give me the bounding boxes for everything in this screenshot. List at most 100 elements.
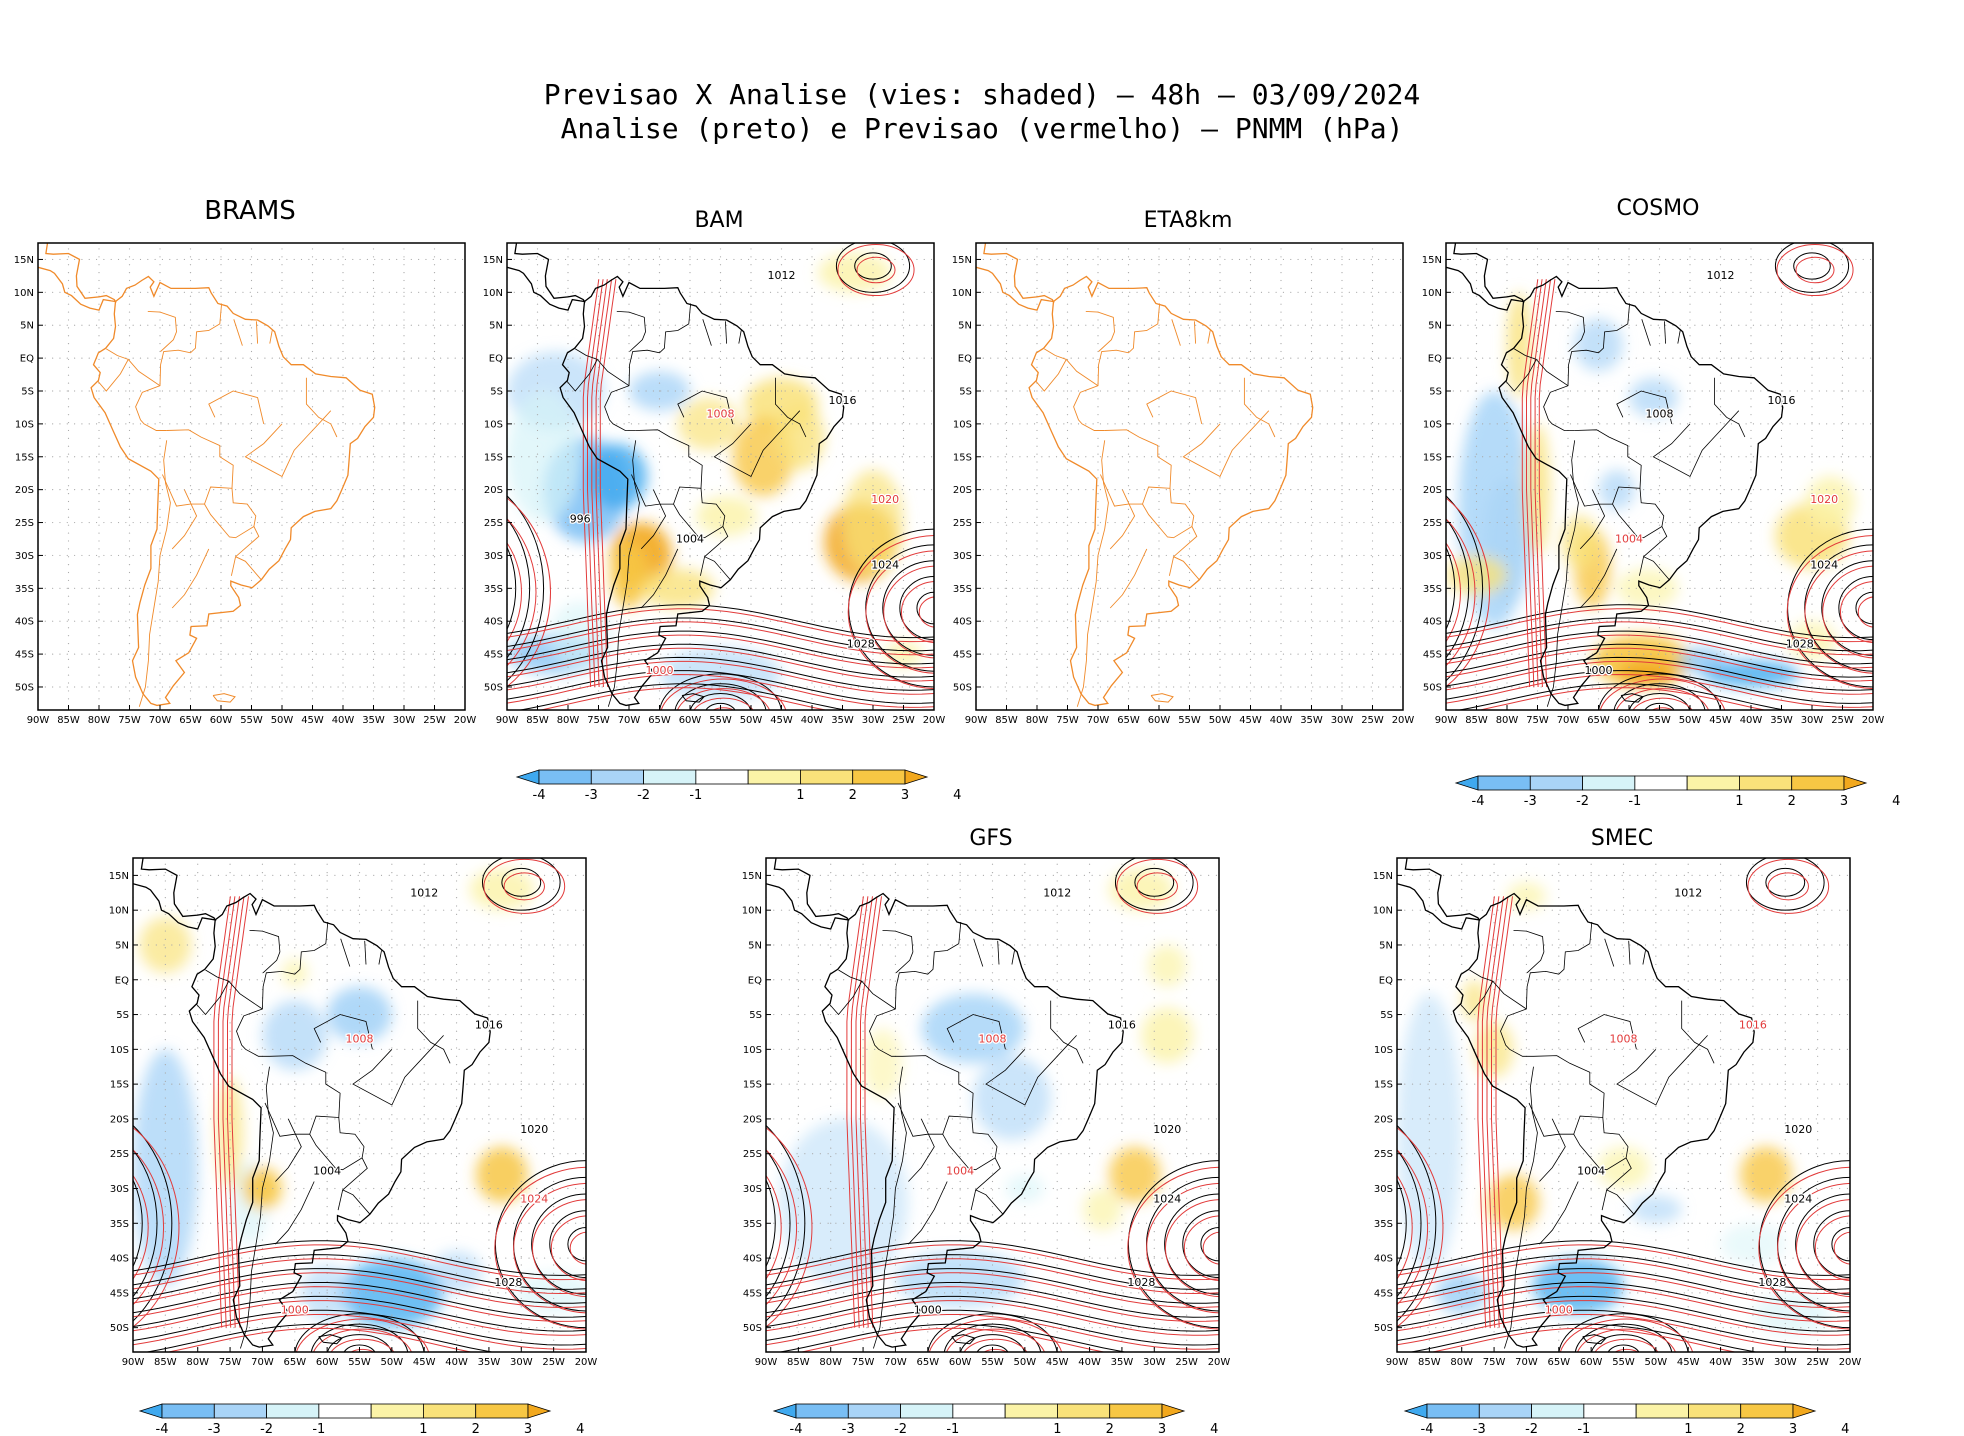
grid-dot	[132, 390, 134, 392]
grid-dot	[902, 485, 905, 487]
grid-dot	[1341, 548, 1343, 550]
grid-dot	[159, 279, 161, 282]
grid-dot	[1127, 382, 1130, 384]
grid-dot	[658, 445, 661, 447]
grid-dot	[902, 564, 905, 566]
grid-dot	[220, 382, 222, 384]
grid-dot	[660, 324, 662, 326]
grid-dot	[286, 258, 288, 261]
grid-dot	[567, 398, 569, 400]
grid-dot	[689, 548, 691, 550]
grid-dot	[1370, 686, 1372, 688]
country-border	[305, 377, 338, 438]
grid-dot	[811, 587, 813, 589]
grid-dot	[250, 287, 253, 289]
grid-dot	[169, 587, 171, 589]
grid-dot	[567, 564, 569, 566]
grid-dot	[1249, 343, 1252, 345]
grid-dot	[1188, 477, 1191, 479]
grid-dot	[601, 620, 603, 622]
grid-dot	[638, 554, 640, 557]
grid-dot	[750, 295, 752, 297]
grid-dot	[872, 540, 874, 542]
grid-dot	[865, 521, 867, 524]
grid-dot	[872, 587, 874, 589]
grid-dot	[311, 532, 314, 534]
grid-dot	[159, 461, 161, 463]
lat-label: 35S	[484, 584, 503, 595]
grid-dot	[586, 258, 589, 261]
grid-dot	[103, 291, 105, 293]
grid-dot	[1066, 540, 1069, 542]
grid-dot	[110, 390, 112, 392]
grid-dot	[1066, 595, 1069, 597]
grid-dot	[1066, 611, 1069, 613]
grid-dot	[1012, 686, 1014, 688]
grid-dot	[98, 500, 100, 503]
lat-label: 20S	[15, 485, 34, 496]
grid-dot	[1158, 319, 1160, 321]
grid-dot	[98, 343, 100, 345]
grid-dot	[359, 258, 361, 261]
grid-dot	[264, 291, 266, 293]
grid-dot	[1363, 489, 1365, 491]
grid-dot	[66, 324, 68, 326]
grid-dot	[342, 374, 344, 376]
grid-dot	[652, 291, 654, 293]
grid-dot	[843, 620, 845, 622]
grid-dot	[1399, 521, 1402, 524]
grid-dot	[1158, 540, 1160, 542]
grid-dot	[139, 291, 142, 293]
lat-label: 50S	[484, 682, 503, 693]
grid-dot	[213, 423, 215, 425]
grid-dot	[366, 489, 368, 491]
grid-dot	[902, 256, 905, 258]
grid-dot	[1158, 382, 1160, 384]
grid-dot	[1127, 406, 1130, 408]
grid-dot	[342, 508, 344, 510]
grid-dot	[220, 406, 222, 408]
grid-dot	[337, 620, 339, 622]
grid-dot	[1219, 327, 1221, 329]
grid-dot	[616, 554, 618, 557]
grid-dot	[52, 521, 54, 524]
grid-dot	[1188, 627, 1191, 629]
grid-dot	[909, 357, 911, 359]
grid-dot	[95, 423, 98, 425]
forecast-contour	[599, 279, 617, 688]
grid-dot	[440, 653, 442, 655]
grid-dot	[623, 521, 625, 524]
grid-dot	[454, 686, 456, 688]
grid-dot	[597, 390, 600, 392]
grid-dot	[257, 521, 259, 524]
grid-dot	[1005, 429, 1008, 432]
grid-dot	[128, 295, 131, 297]
grid-dot	[597, 635, 600, 637]
grid-dot	[191, 587, 193, 589]
grid-dot	[1268, 587, 1270, 589]
grid-dot	[315, 620, 317, 622]
grid-dot	[59, 653, 61, 655]
grid-dot	[733, 554, 735, 557]
grid-dot	[293, 258, 295, 261]
grid-dot	[536, 611, 539, 613]
grid-dot	[98, 445, 100, 447]
grid-dot	[44, 258, 46, 261]
grid-dot	[286, 456, 288, 458]
grid-dot	[628, 666, 630, 668]
grid-dot	[567, 477, 569, 479]
grid-dot	[1385, 489, 1387, 491]
grid-dot	[535, 620, 537, 622]
grid-dot	[1136, 489, 1138, 491]
grid-dot	[750, 540, 752, 542]
grid-dot	[1158, 666, 1160, 668]
grid-dot	[1041, 653, 1043, 655]
grid-dot	[762, 291, 764, 293]
grid-dot	[1249, 366, 1252, 368]
grid-dot	[132, 357, 134, 359]
grid-dot	[281, 319, 283, 321]
grid-dot	[311, 508, 314, 510]
panel-title-gfs: GFS	[969, 826, 1013, 851]
lat-label: 10S	[15, 419, 34, 430]
grid-dot	[579, 686, 581, 688]
